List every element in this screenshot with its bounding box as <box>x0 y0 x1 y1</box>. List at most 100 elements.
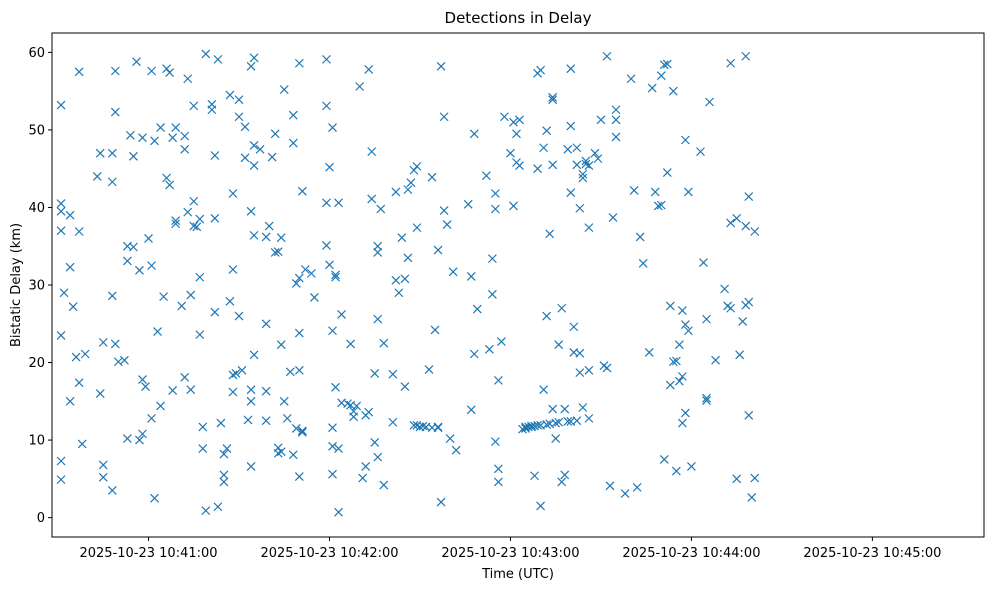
data-point <box>201 506 211 516</box>
data-point <box>409 165 419 175</box>
data-point <box>144 234 153 243</box>
data-point <box>647 83 657 93</box>
data-point <box>297 186 307 196</box>
data-point <box>234 95 244 105</box>
data-point <box>542 420 552 429</box>
x-axis-label: Time (UTC) <box>481 567 554 582</box>
data-point <box>225 90 235 100</box>
data-point <box>469 129 479 139</box>
data-point <box>735 350 745 360</box>
data-point <box>397 233 407 243</box>
data-point <box>367 194 377 204</box>
data-point <box>195 330 205 340</box>
data-point <box>560 470 570 480</box>
data-point <box>261 319 271 329</box>
data-point <box>331 382 340 392</box>
data-point <box>222 444 232 454</box>
data-point <box>122 256 132 266</box>
data-point <box>135 435 144 445</box>
data-point <box>213 502 223 512</box>
data-point <box>183 74 193 84</box>
data-point <box>180 144 190 154</box>
data-point <box>228 265 238 274</box>
data-point <box>469 349 479 359</box>
data-point <box>539 143 549 153</box>
data-points <box>56 49 760 517</box>
data-point <box>463 199 473 209</box>
data-point <box>328 123 337 133</box>
data-point <box>744 192 754 202</box>
data-point <box>328 423 337 433</box>
data-point <box>71 352 81 362</box>
y-tick-label: 20 <box>28 356 45 371</box>
data-point <box>629 185 639 195</box>
data-point <box>210 213 220 223</box>
data-point <box>56 330 66 340</box>
data-point <box>210 151 220 160</box>
data-point <box>500 112 509 122</box>
data-point <box>65 210 75 220</box>
data-point <box>720 284 730 294</box>
data-point <box>267 152 277 162</box>
data-point <box>515 115 524 125</box>
data-point <box>77 439 87 449</box>
data-point <box>551 434 561 443</box>
data-point <box>509 117 518 127</box>
data-point <box>213 54 223 64</box>
data-point <box>294 365 304 375</box>
data-point <box>107 148 117 158</box>
data-point <box>484 344 494 354</box>
data-point <box>240 122 250 132</box>
data-point <box>442 220 452 229</box>
data-point <box>373 452 383 462</box>
data-point <box>750 473 760 483</box>
data-point <box>138 133 147 143</box>
data-point <box>391 187 401 197</box>
data-point <box>249 141 259 150</box>
data-point <box>65 262 75 272</box>
data-point <box>110 66 120 76</box>
data-point <box>696 147 705 157</box>
x-tick-label: 2025-10-23 10:42:00 <box>260 546 398 561</box>
data-point <box>433 423 443 433</box>
data-point <box>702 393 711 403</box>
data-point <box>322 241 331 250</box>
data-point <box>445 434 455 443</box>
data-point <box>726 218 736 228</box>
data-point <box>328 326 337 336</box>
data-point <box>466 405 476 415</box>
data-point <box>165 180 175 190</box>
data-point <box>373 241 383 251</box>
data-point <box>566 64 576 74</box>
data-point <box>554 417 564 427</box>
data-point <box>201 49 211 59</box>
data-point <box>566 188 576 198</box>
data-point <box>306 268 316 278</box>
data-point <box>611 105 621 115</box>
data-point <box>665 301 675 311</box>
data-point <box>490 189 500 198</box>
x-tick-label: 2025-10-23 10:41:00 <box>79 546 217 561</box>
data-point <box>270 129 280 139</box>
data-point <box>680 135 690 145</box>
data-point <box>747 493 757 502</box>
data-point <box>611 132 621 142</box>
data-point <box>240 153 250 163</box>
x-tick-label: 2025-10-23 10:43:00 <box>441 546 579 561</box>
data-point <box>593 154 603 164</box>
x-axis: 2025-10-23 10:41:00 2025-10-23 10:42:00 20… <box>79 537 941 561</box>
data-point <box>159 292 169 302</box>
data-point <box>110 107 120 117</box>
data-point <box>466 272 476 281</box>
data-point <box>168 386 178 395</box>
data-point <box>490 437 500 447</box>
data-point <box>249 161 259 171</box>
data-point <box>370 437 380 447</box>
data-point <box>548 92 558 102</box>
data-point <box>98 472 108 482</box>
data-point <box>493 464 503 474</box>
data-point <box>512 129 521 139</box>
data-point <box>424 365 434 374</box>
data-point <box>249 230 259 240</box>
